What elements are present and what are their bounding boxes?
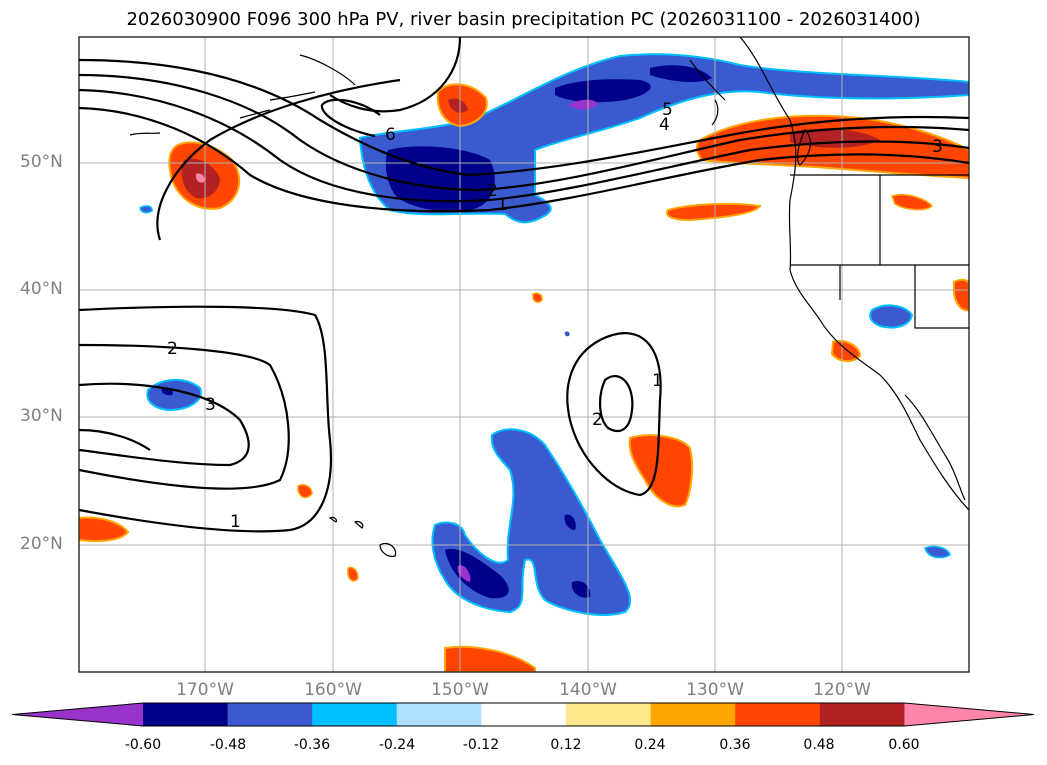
contour-label: 2 (167, 339, 178, 359)
contour-label: 2 (487, 181, 498, 201)
lon-label: 170°W (176, 680, 234, 700)
precip-positive-region (297, 484, 313, 499)
colorbar-bin (819, 703, 905, 726)
lon-label: 150°W (431, 680, 489, 700)
colorbar-bin (312, 703, 398, 726)
contour-label: 3 (205, 395, 216, 415)
precip-positive-peak (195, 173, 205, 183)
precip-negative-core (564, 514, 576, 530)
colorbar-tick: -0.36 (293, 737, 331, 753)
colorbar-tick: -0.12 (462, 737, 500, 753)
precip-negative-core (571, 580, 591, 598)
colorbar-extend-max (904, 703, 1034, 726)
lon-label: 120°W (813, 680, 871, 700)
contour-label: 3 (932, 137, 943, 157)
map-title: 2026030900 F096 300 hPa PV, river basin … (126, 9, 921, 30)
precip-positive-core (448, 98, 468, 113)
colorbar (11, 702, 1035, 727)
precip-negative-core (555, 79, 651, 103)
precip-negative-region (431, 428, 632, 616)
lat-label: 30°N (20, 406, 63, 426)
colorbar-tick: 0.24 (634, 737, 666, 753)
colorbar-tick: 0.48 (803, 737, 835, 753)
colorbar-bin (735, 703, 821, 726)
lon-label: 140°W (559, 680, 617, 700)
contour-label: 1 (497, 195, 508, 215)
colorbar-tick: -0.60 (124, 737, 162, 753)
precip-negative-region (924, 545, 951, 559)
colorbar-bin (481, 703, 567, 726)
lat-label: 40°N (20, 279, 63, 299)
colorbar-bin (650, 703, 736, 726)
colorbar-bin (566, 703, 652, 726)
precip-negative-core (445, 549, 509, 599)
lon-label: 130°W (686, 680, 744, 700)
contour-label: 4 (659, 115, 670, 135)
colorbar-extend-min (12, 703, 143, 726)
colorbar-outline (11, 702, 1035, 727)
colorbar-tick: 0.36 (719, 737, 751, 753)
contour-label: 1 (652, 371, 663, 391)
precip-positive-region (953, 278, 969, 312)
colorbar-tick: 0.60 (888, 737, 920, 753)
precip-positive-region (79, 516, 130, 542)
plot-frame (78, 36, 970, 673)
contour-label: 2 (592, 410, 603, 430)
colorbar-bin (396, 703, 482, 726)
precip-positive-region (444, 645, 536, 672)
precip-positive-region (891, 194, 934, 211)
coastlines (129, 37, 969, 557)
contour-labels: 6 2 1 5 4 3 2 3 1 1 2 (167, 100, 943, 532)
precip-negative-region (358, 53, 969, 224)
precip-negative-region (869, 304, 914, 329)
precip-positive-region (628, 434, 694, 508)
lat-label: 50°N (20, 152, 63, 172)
gridlines (79, 37, 969, 672)
precip-positive-region (347, 566, 359, 582)
precip-negative-region (564, 331, 570, 337)
precip-negative-peak (457, 565, 471, 582)
precip-positive-region (830, 340, 862, 362)
precip-negative-peak (568, 99, 598, 110)
pv-contours (79, 37, 969, 533)
lon-label: 160°W (304, 680, 362, 700)
lat-label: 20°N (20, 534, 63, 554)
precip-positive-region (532, 292, 543, 303)
contour-label: 1 (230, 512, 241, 532)
precip-positive-region (666, 202, 762, 222)
colorbar-bin (143, 703, 229, 726)
colorbar-tick: -0.48 (209, 737, 247, 753)
precip-negative-region (139, 205, 153, 214)
colorbar-tick: 0.12 (550, 737, 582, 753)
colorbar-tick: -0.24 (378, 737, 416, 753)
contour-label: 6 (385, 125, 396, 145)
precip-fill-layer (79, 53, 969, 672)
colorbar-bin (227, 703, 313, 726)
contour-label: 5 (662, 100, 673, 120)
